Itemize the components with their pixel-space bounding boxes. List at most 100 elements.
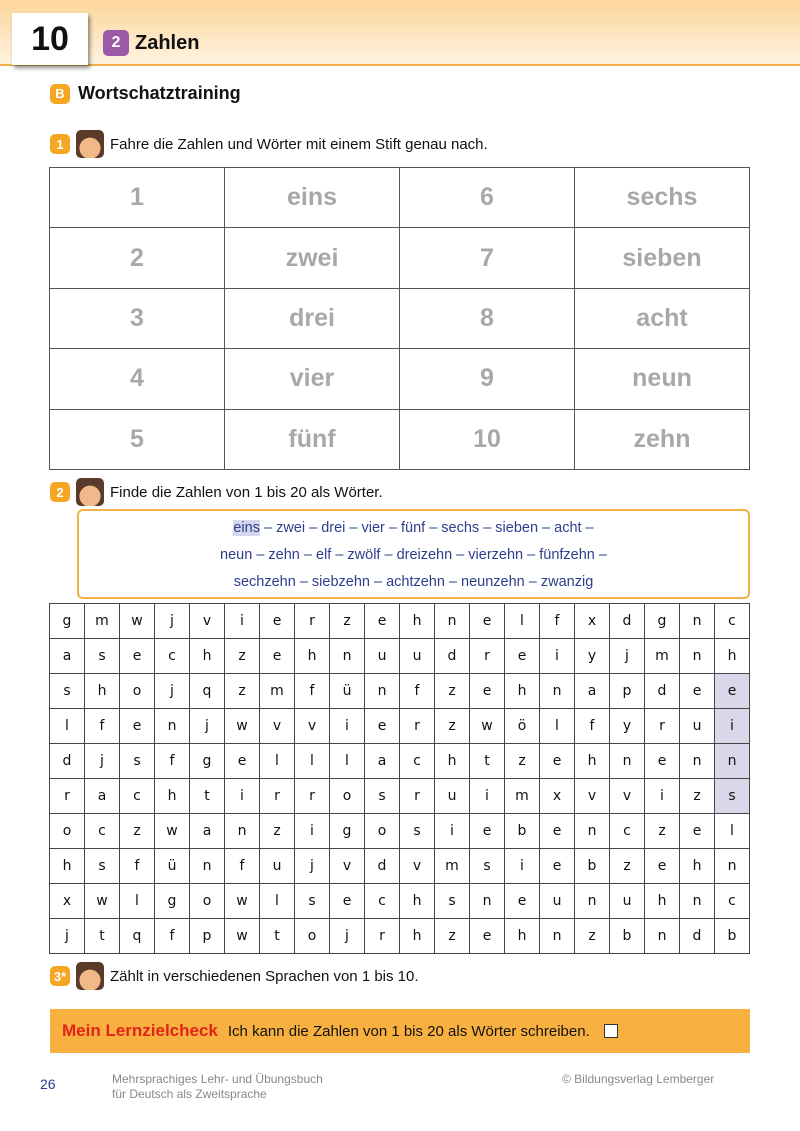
- grid-cell[interactable]: e: [469, 918, 505, 954]
- grid-cell[interactable]: h: [679, 848, 715, 884]
- grid-cell[interactable]: c: [119, 778, 155, 814]
- grid-cell[interactable]: e: [259, 638, 295, 674]
- grid-cell[interactable]: l: [259, 743, 295, 779]
- grid-cell[interactable]: l: [119, 883, 155, 919]
- grid-cell[interactable]: m: [259, 673, 295, 709]
- grid-cell[interactable]: u: [364, 638, 400, 674]
- grid-cell[interactable]: e: [504, 883, 540, 919]
- grid-cell[interactable]: e: [539, 743, 575, 779]
- grid-cell[interactable]: a: [84, 778, 120, 814]
- grid-cell[interactable]: n: [224, 813, 260, 849]
- grid-cell[interactable]: h: [399, 883, 435, 919]
- grid-cell[interactable]: n: [434, 603, 470, 639]
- grid-cell[interactable]: v: [259, 708, 295, 744]
- grid-cell[interactable]: e: [504, 638, 540, 674]
- grid-cell[interactable]: i: [329, 708, 365, 744]
- grid-cell[interactable]: e: [329, 883, 365, 919]
- grid-cell[interactable]: a: [364, 743, 400, 779]
- grid-cell[interactable]: s: [84, 848, 120, 884]
- grid-cell[interactable]: s: [434, 883, 470, 919]
- grid-cell[interactable]: h: [434, 743, 470, 779]
- grid-cell[interactable]: j: [84, 743, 120, 779]
- grid-cell[interactable]: w: [224, 883, 260, 919]
- grid-cell[interactable]: r: [399, 708, 435, 744]
- grid-cell[interactable]: o: [189, 883, 225, 919]
- grid-cell[interactable]: g: [644, 603, 680, 639]
- grid-cell[interactable]: z: [434, 918, 470, 954]
- grid-cell[interactable]: d: [434, 638, 470, 674]
- grid-cell[interactable]: c: [364, 883, 400, 919]
- grid-cell[interactable]: n: [539, 673, 575, 709]
- grid-cell[interactable]: i: [539, 638, 575, 674]
- grid-cell[interactable]: g: [154, 883, 190, 919]
- grid-cell[interactable]: w: [469, 708, 505, 744]
- grid-cell[interactable]: w: [84, 883, 120, 919]
- grid-cell[interactable]: s: [84, 638, 120, 674]
- grid-cell[interactable]: q: [119, 918, 155, 954]
- grid-cell[interactable]: j: [49, 918, 85, 954]
- grid-cell[interactable]: e: [469, 673, 505, 709]
- grid-cell[interactable]: e: [644, 848, 680, 884]
- grid-cell[interactable]: q: [189, 673, 225, 709]
- grid-cell[interactable]: l: [714, 813, 750, 849]
- grid-cell[interactable]: l: [329, 743, 365, 779]
- grid-cell[interactable]: g: [329, 813, 365, 849]
- grid-cell[interactable]: z: [259, 813, 295, 849]
- grid-cell[interactable]: n: [714, 743, 750, 779]
- grid-cell[interactable]: h: [714, 638, 750, 674]
- grid-cell[interactable]: i: [224, 603, 260, 639]
- grid-cell[interactable]: t: [189, 778, 225, 814]
- grid-cell[interactable]: l: [259, 883, 295, 919]
- grid-cell[interactable]: n: [714, 848, 750, 884]
- grid-cell[interactable]: s: [364, 778, 400, 814]
- checkbox[interactable]: [603, 1024, 618, 1038]
- grid-cell[interactable]: ö: [504, 708, 540, 744]
- grid-cell[interactable]: e: [539, 848, 575, 884]
- grid-cell[interactable]: r: [49, 778, 85, 814]
- grid-cell[interactable]: v: [189, 603, 225, 639]
- grid-cell[interactable]: d: [679, 918, 715, 954]
- grid-cell[interactable]: s: [399, 813, 435, 849]
- grid-cell[interactable]: x: [574, 603, 610, 639]
- grid-cell[interactable]: m: [504, 778, 540, 814]
- grid-cell[interactable]: o: [329, 778, 365, 814]
- grid-cell[interactable]: m: [434, 848, 470, 884]
- grid-cell[interactable]: i: [504, 848, 540, 884]
- grid-cell[interactable]: u: [399, 638, 435, 674]
- grid-cell[interactable]: n: [609, 743, 645, 779]
- grid-cell[interactable]: n: [364, 673, 400, 709]
- grid-cell[interactable]: v: [609, 778, 645, 814]
- grid-cell[interactable]: n: [189, 848, 225, 884]
- grid-cell[interactable]: c: [399, 743, 435, 779]
- grid-cell[interactable]: n: [469, 883, 505, 919]
- grid-cell[interactable]: i: [434, 813, 470, 849]
- grid-cell[interactable]: f: [539, 603, 575, 639]
- grid-cell[interactable]: z: [609, 848, 645, 884]
- grid-cell[interactable]: z: [504, 743, 540, 779]
- grid-cell[interactable]: e: [539, 813, 575, 849]
- grid-cell[interactable]: e: [119, 638, 155, 674]
- grid-cell[interactable]: l: [504, 603, 540, 639]
- grid-cell[interactable]: a: [49, 638, 85, 674]
- grid-cell[interactable]: f: [119, 848, 155, 884]
- grid-cell[interactable]: h: [399, 918, 435, 954]
- grid-cell[interactable]: h: [644, 883, 680, 919]
- grid-cell[interactable]: w: [154, 813, 190, 849]
- grid-cell[interactable]: f: [399, 673, 435, 709]
- grid-cell[interactable]: n: [329, 638, 365, 674]
- grid-cell[interactable]: u: [609, 883, 645, 919]
- grid-cell[interactable]: o: [119, 673, 155, 709]
- grid-cell[interactable]: n: [154, 708, 190, 744]
- grid-cell[interactable]: e: [224, 743, 260, 779]
- grid-cell[interactable]: o: [364, 813, 400, 849]
- grid-cell[interactable]: j: [329, 918, 365, 954]
- grid-cell[interactable]: a: [189, 813, 225, 849]
- grid-cell[interactable]: w: [224, 708, 260, 744]
- grid-cell[interactable]: i: [224, 778, 260, 814]
- grid-cell[interactable]: r: [644, 708, 680, 744]
- grid-cell[interactable]: z: [224, 673, 260, 709]
- grid-cell[interactable]: s: [119, 743, 155, 779]
- grid-cell[interactable]: e: [679, 673, 715, 709]
- grid-cell[interactable]: r: [364, 918, 400, 954]
- grid-cell[interactable]: r: [259, 778, 295, 814]
